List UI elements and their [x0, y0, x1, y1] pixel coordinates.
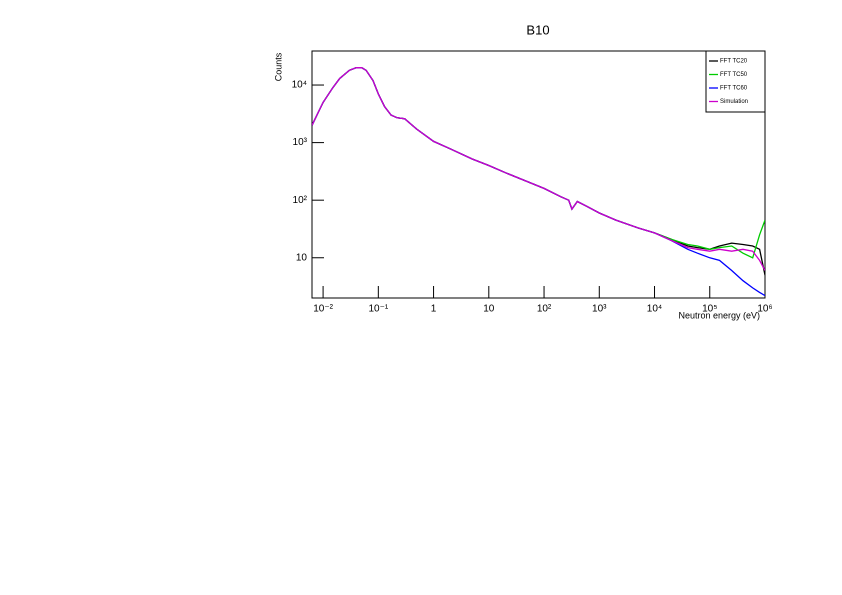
- y-tick-label: 10³: [293, 137, 308, 148]
- plot-area: [312, 67, 765, 297]
- series-line: [312, 67, 765, 271]
- legend-label: FFT TC50: [720, 72, 748, 78]
- x-tick-label: 10³: [592, 304, 607, 315]
- legend-label: FFT TC20: [720, 59, 748, 65]
- plot-frame: [311, 50, 766, 299]
- x-tick-label: 10⁴: [647, 304, 662, 315]
- x-tick-label: 10: [483, 304, 495, 315]
- x-tick-label: 10⁵: [702, 304, 717, 315]
- y-tick-label: 10: [296, 252, 308, 263]
- series-line: [312, 67, 765, 297]
- x-tick-label: 10⁻¹: [368, 304, 388, 315]
- x-tick-label: 10²: [537, 304, 552, 315]
- x-tick-label: 10⁻²: [313, 304, 333, 315]
- series-line: [312, 67, 765, 276]
- y-tick-label: 10²: [293, 195, 308, 206]
- legend-label: Simulation: [720, 99, 748, 105]
- x-axis-label: Neutron energy (eV): [678, 310, 760, 320]
- legend-label: FFT TC60: [720, 86, 748, 92]
- chart-title: B10: [526, 22, 549, 37]
- x-tick-label: 1: [431, 304, 437, 315]
- y-axis-label: Counts: [273, 52, 283, 81]
- y-tick-label: 10⁴: [292, 80, 307, 91]
- x-tick-label: 10⁶: [757, 304, 772, 315]
